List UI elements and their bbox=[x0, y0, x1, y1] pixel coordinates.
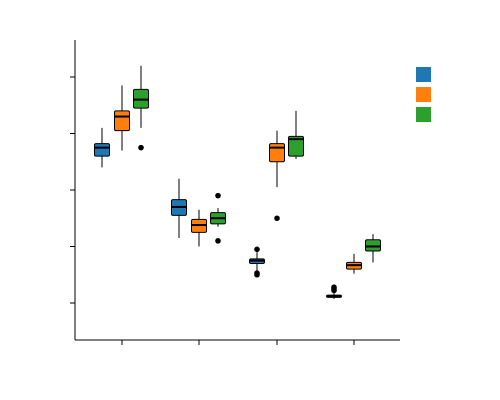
flier-s1-g2-0 bbox=[274, 215, 280, 222]
box-s1-g0 bbox=[114, 110, 130, 132]
flier-s0-g2-1 bbox=[254, 270, 260, 276]
flier-s2-g1-1 bbox=[215, 192, 221, 199]
flier-s2-g1-0 bbox=[215, 238, 221, 244]
flier-s0-g3-2 bbox=[331, 284, 337, 290]
flier-s0-g2-2 bbox=[254, 246, 260, 253]
box-s1-g2 bbox=[269, 143, 285, 163]
flier-s2-g0-0 bbox=[138, 144, 144, 151]
box-s2-g2 bbox=[288, 135, 304, 157]
box-s2-g3 bbox=[365, 239, 381, 252]
legend-swatch-2 bbox=[416, 107, 431, 122]
box-s0-g0 bbox=[94, 143, 110, 157]
legend-swatch-0 bbox=[416, 67, 431, 82]
legend-swatch-1 bbox=[416, 87, 431, 102]
